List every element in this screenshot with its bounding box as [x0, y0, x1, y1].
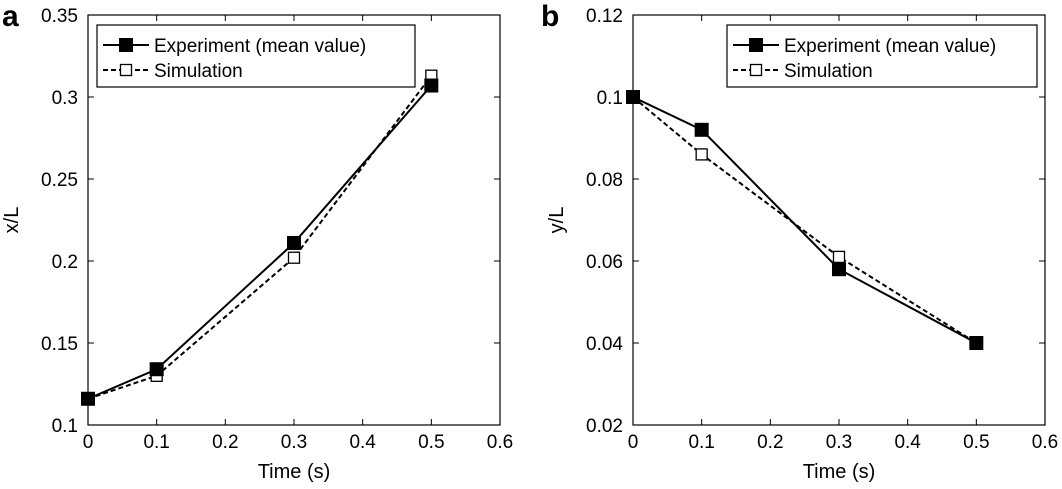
y-axis-label: y/L	[546, 207, 568, 234]
data-point-experiment	[424, 78, 439, 93]
data-point-simulation	[287, 251, 301, 264]
y-tick-label: 0.12	[586, 6, 623, 27]
series-line-experiment	[632, 96, 977, 344]
x-axis-label: Time (s)	[803, 461, 876, 483]
x-tick-label: 0.2	[212, 432, 238, 453]
x-tick-label: 0.5	[418, 432, 444, 453]
chart-panel-b: b 0 0.1 0.2 0.3 0.4 0.5 0.6 0.02 0.04 0.06 0.08 0.1 0…	[541, 0, 1058, 483]
y-tick-label: 0.1	[52, 416, 78, 437]
legend-marker	[119, 38, 133, 52]
legend-label: Experiment (mean value)	[154, 36, 366, 57]
x-tick-label: 0.3	[826, 432, 852, 453]
data-point-experiment	[832, 262, 846, 277]
x-tick-label: 0.6	[487, 432, 513, 453]
legend: Experiment (mean value) Simulation	[96, 24, 416, 88]
data-point-simulation	[832, 250, 846, 264]
data-point-simulation	[695, 148, 708, 161]
legend-marker	[119, 63, 133, 77]
y-tick-label: 0.2	[52, 252, 78, 273]
x-tick-label: 0	[628, 432, 639, 453]
data-point-experiment	[287, 235, 301, 250]
y-tick-label: 0.25	[41, 170, 78, 191]
y-tick-label: 0.02	[586, 416, 623, 437]
data-point-experiment	[626, 90, 640, 104]
x-tick-label: 0.3	[281, 432, 307, 453]
y-tick-label: 0.15	[41, 334, 78, 355]
panel-letter: b	[541, 0, 559, 33]
data-point-experiment	[149, 362, 164, 377]
x-tick-label: 0.6	[1032, 432, 1058, 453]
x-tick-label: 0.4	[349, 432, 376, 453]
legend-label: Simulation	[154, 61, 243, 82]
legend: Experiment (mean value) Simulation	[726, 24, 1038, 88]
legend-marker	[749, 63, 763, 77]
panel-letter: a	[2, 0, 19, 33]
x-axis-label: Time (s)	[258, 461, 331, 483]
data-point-experiment	[81, 391, 95, 406]
x-tick-label: 0.1	[143, 432, 169, 453]
data-point-experiment	[969, 336, 984, 350]
series-line-simulation	[87, 75, 433, 400]
x-tick-label: 0.2	[757, 432, 783, 453]
x-tick-label: 0.4	[894, 432, 921, 453]
legend-marker	[749, 38, 763, 52]
series-line-simulation	[632, 96, 977, 344]
legend-box	[96, 24, 416, 88]
series-line-experiment	[87, 84, 433, 400]
x-tick-label: 0.1	[688, 432, 714, 453]
chart-panel-a: a0 0.1 0.2 0.3 0.4 0.5 0.60.10.150.20.250.30.3…	[1, 0, 513, 483]
legend-label: Experiment (mean value)	[784, 36, 996, 57]
y-axis-label: x/L	[1, 207, 23, 234]
legend-label: Simulation	[784, 61, 873, 82]
y-tick-label: 0.04	[586, 334, 623, 355]
data-point-experiment	[694, 122, 709, 137]
y-tick-label: 0.08	[586, 170, 623, 191]
y-tick-label: 0.06	[586, 252, 623, 273]
x-tick-label: 0.5	[963, 432, 989, 453]
y-tick-label: 0.1	[597, 88, 623, 109]
legend-box	[726, 24, 1038, 88]
y-tick-label: 0.3	[52, 88, 78, 109]
x-tick-label: 0	[83, 432, 94, 453]
y-tick-label: 0.35	[41, 6, 78, 27]
